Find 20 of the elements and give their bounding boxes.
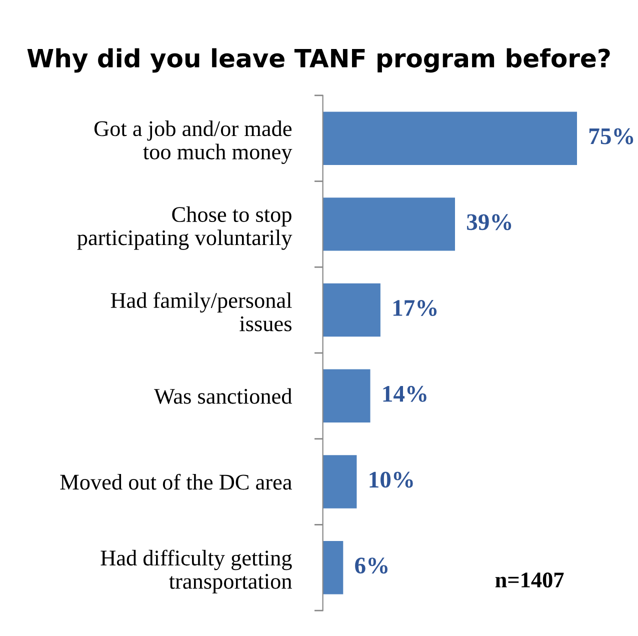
bar bbox=[322, 455, 357, 508]
y-tick-label: Was sanctioned bbox=[154, 388, 292, 404]
bar bbox=[322, 283, 380, 337]
data-label: 39% bbox=[466, 214, 512, 230]
y-tick-label: Got a job and/or made too much money bbox=[94, 120, 292, 164]
chart-title: Why did you leave TANF program before? bbox=[27, 48, 610, 73]
annotation: n=1407 bbox=[495, 572, 564, 588]
data-label: 75% bbox=[589, 128, 634, 144]
data-label: 14% bbox=[383, 386, 426, 402]
bar bbox=[322, 541, 344, 594]
bar bbox=[322, 112, 577, 165]
y-tick-label: Moved out of the DC area bbox=[60, 474, 292, 490]
y-tick-label: Had family/personal issues bbox=[110, 292, 292, 332]
bar bbox=[322, 369, 370, 423]
data-label: 10% bbox=[370, 472, 413, 488]
y-tick-label: Chose to stop participating voluntarily bbox=[77, 206, 292, 250]
data-label: 6% bbox=[355, 558, 388, 574]
y-tick-label: Had difficulty getting transportation bbox=[100, 550, 292, 594]
data-label: 17% bbox=[393, 300, 437, 316]
bar bbox=[322, 198, 455, 251]
